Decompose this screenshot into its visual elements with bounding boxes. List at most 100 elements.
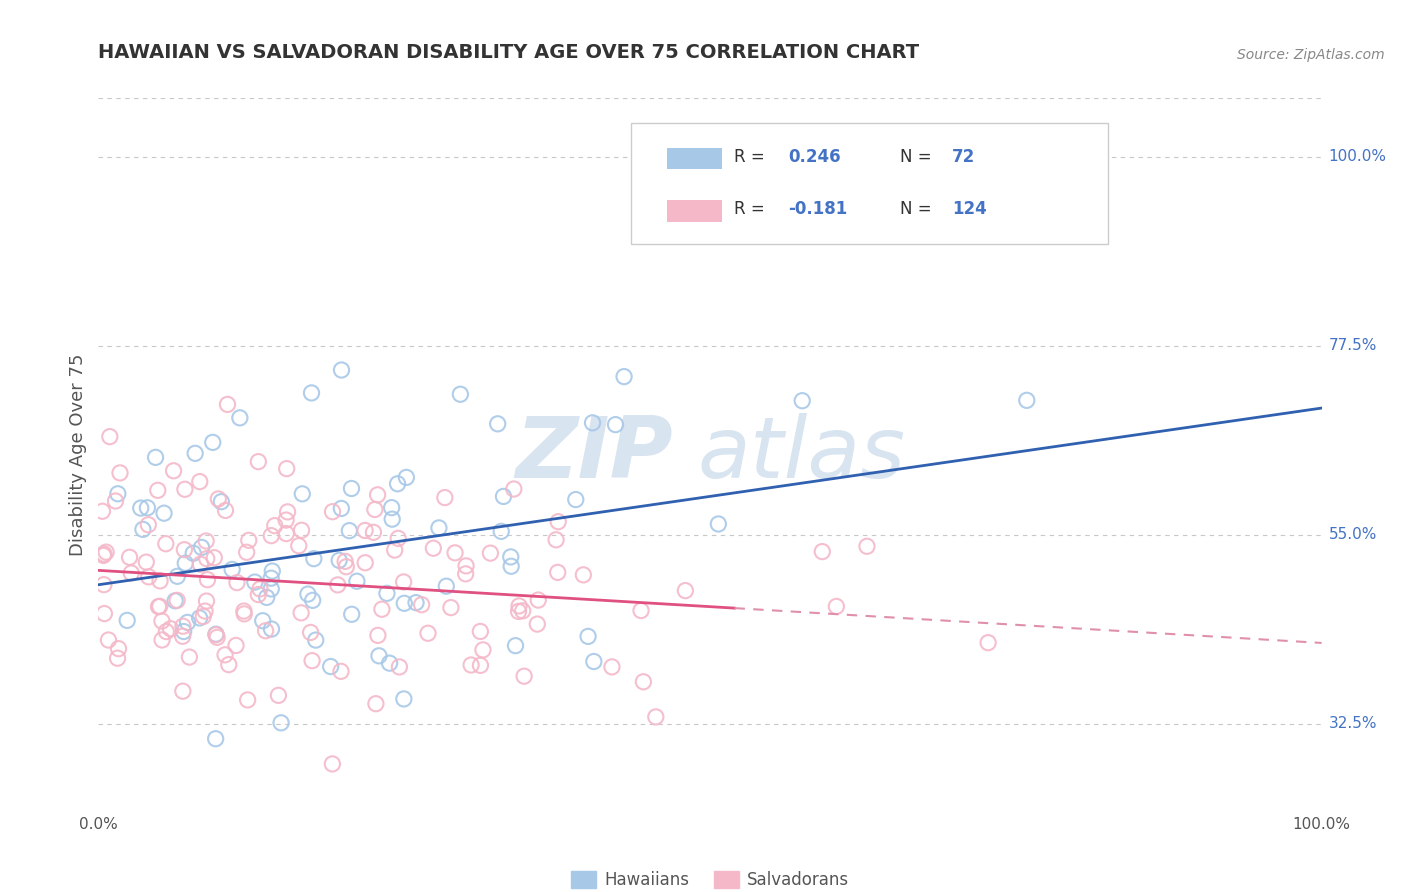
Text: 77.5%: 77.5%: [1329, 338, 1376, 353]
Point: [276, 526, 298, 541]
Point: [856, 539, 879, 553]
Point: [392, 574, 415, 589]
Point: [98, 430, 121, 444]
Text: atlas: atlas: [697, 413, 905, 497]
Point: [153, 506, 176, 520]
FancyBboxPatch shape: [668, 148, 723, 169]
Legend: Hawaiians, Salvadorans: Hawaiians, Salvadorans: [564, 864, 856, 892]
Point: [328, 553, 350, 567]
Point: [444, 546, 467, 560]
Point: [454, 558, 477, 573]
Point: [181, 546, 204, 560]
Point: [274, 513, 297, 527]
Point: [707, 516, 730, 531]
Point: [97, 633, 120, 648]
Point: [644, 710, 666, 724]
Point: [229, 410, 252, 425]
Point: [136, 500, 159, 515]
Point: [120, 566, 142, 580]
Point: [388, 660, 411, 674]
Point: [108, 466, 131, 480]
Point: [354, 524, 377, 538]
Point: [576, 629, 599, 643]
Point: [148, 599, 170, 614]
Text: 55.0%: 55.0%: [1329, 527, 1376, 542]
Point: [247, 588, 270, 602]
Point: [290, 523, 312, 537]
Point: [302, 551, 325, 566]
Point: [326, 578, 349, 592]
Point: [330, 501, 353, 516]
Text: R =: R =: [734, 148, 770, 166]
Point: [290, 606, 312, 620]
Point: [249, 582, 271, 596]
Point: [166, 593, 188, 607]
Point: [226, 575, 249, 590]
Text: HAWAIIAN VS SALVADORAN DISABILITY AGE OVER 75 CORRELATION CHART: HAWAIIAN VS SALVADORAN DISABILITY AGE OV…: [98, 44, 920, 62]
Point: [333, 554, 356, 568]
Point: [381, 512, 404, 526]
Point: [190, 541, 212, 555]
Point: [371, 602, 394, 616]
Point: [132, 522, 155, 536]
Point: [1015, 393, 1038, 408]
Point: [581, 416, 603, 430]
Point: [470, 658, 492, 673]
Point: [547, 515, 569, 529]
Point: [256, 591, 278, 605]
Point: [381, 500, 404, 515]
Point: [193, 609, 215, 624]
Point: [440, 600, 463, 615]
Point: [502, 482, 524, 496]
Point: [633, 674, 655, 689]
Point: [214, 648, 236, 662]
Text: ZIP: ZIP: [516, 413, 673, 497]
Point: [173, 483, 195, 497]
Point: [449, 387, 471, 401]
Point: [364, 502, 387, 516]
Point: [508, 604, 530, 618]
Point: [605, 417, 627, 432]
FancyBboxPatch shape: [630, 123, 1108, 244]
Point: [572, 567, 595, 582]
Point: [301, 593, 323, 607]
Point: [115, 613, 138, 627]
Point: [190, 557, 212, 571]
Point: [305, 633, 328, 648]
Point: [262, 564, 284, 578]
Point: [93, 547, 115, 561]
Text: -0.181: -0.181: [789, 200, 848, 218]
Point: [260, 529, 283, 543]
Point: [492, 490, 515, 504]
FancyBboxPatch shape: [668, 200, 723, 221]
Point: [179, 650, 201, 665]
Point: [205, 627, 228, 641]
Point: [129, 501, 152, 516]
Point: [330, 665, 353, 679]
Point: [260, 582, 283, 596]
Text: 72: 72: [952, 148, 976, 166]
Text: R =: R =: [734, 200, 770, 218]
Point: [486, 417, 509, 431]
Point: [225, 639, 247, 653]
Point: [238, 533, 260, 548]
Point: [145, 450, 167, 465]
Point: [354, 556, 377, 570]
Point: [197, 573, 219, 587]
Point: [319, 659, 342, 673]
Point: [207, 491, 229, 506]
Point: [135, 555, 157, 569]
Point: [546, 533, 568, 547]
Point: [221, 562, 243, 576]
Point: [792, 393, 814, 408]
Point: [427, 521, 450, 535]
Point: [270, 715, 292, 730]
Point: [582, 655, 605, 669]
Point: [104, 494, 127, 508]
Point: [107, 641, 129, 656]
Point: [375, 586, 398, 600]
Point: [205, 631, 228, 645]
Point: [411, 598, 433, 612]
Point: [188, 611, 211, 625]
Point: [600, 660, 623, 674]
